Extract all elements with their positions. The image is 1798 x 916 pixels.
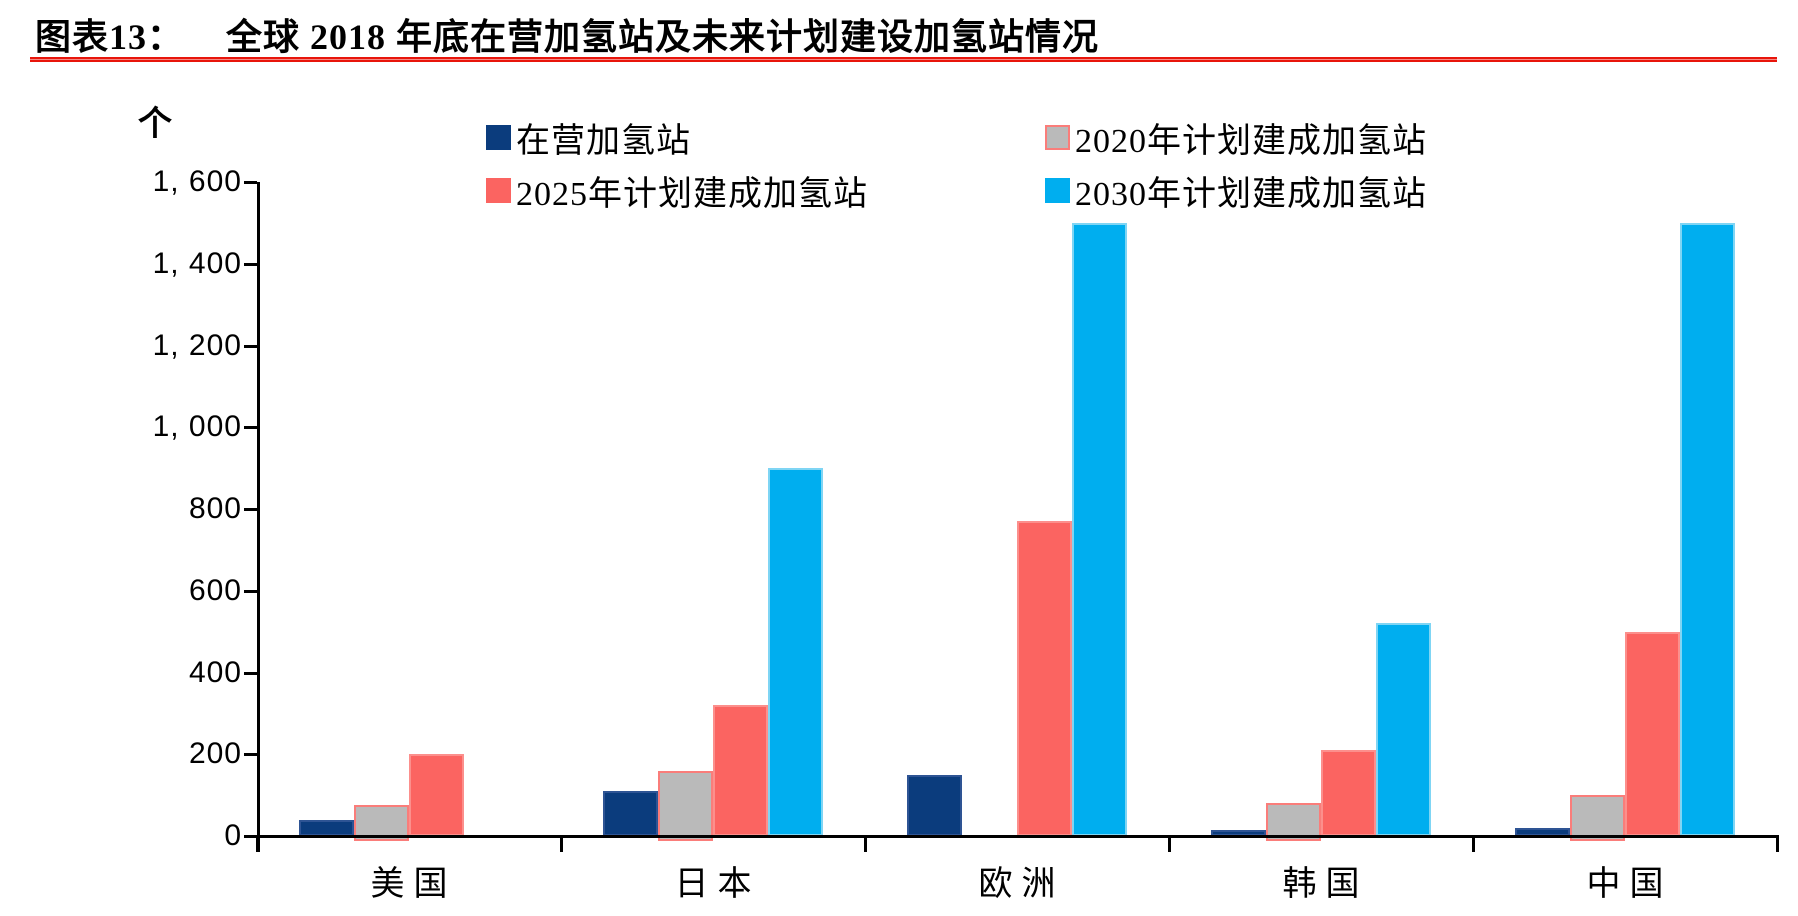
x-category-label: 韩国 [1282, 866, 1369, 903]
bar-美国-2025年计划建成加氢站 [409, 754, 464, 836]
legend-item: 2030年计划建成加氢站 [1045, 166, 1427, 215]
bar-日本-2025年计划建成加氢站 [713, 705, 768, 836]
y-axis-tick [244, 181, 257, 184]
x-category-label: 欧洲 [978, 866, 1065, 903]
y-axis-tick-label: 800 [188, 492, 242, 525]
legend-label: 2030年计划建成加氢站 [1075, 176, 1427, 213]
y-axis-tick [244, 835, 257, 838]
legend-marker-swatch [486, 178, 511, 203]
x-axis-tick [256, 836, 259, 852]
legend-label: 2020年计划建成加氢站 [1075, 123, 1427, 160]
bar-欧洲-在营加氢站 [907, 775, 962, 836]
bar-中国-2025年计划建成加氢站 [1625, 632, 1680, 836]
y-axis-tick-label: 1, 200 [152, 329, 242, 362]
legend-item: 2025年计划建成加氢站 [486, 166, 868, 215]
chart-title: 图表13： 全球 2018 年底在营加氢站及未来计划建设加氢站情况 [35, 8, 1775, 60]
bar-美国-在营加氢站 [299, 820, 354, 836]
y-axis-unit-label: 个 [138, 106, 172, 143]
bar-欧洲-2030年计划建成加氢站 [1072, 223, 1127, 836]
x-axis-tick [1472, 836, 1475, 852]
y-axis-tick-label: 1, 000 [152, 410, 242, 443]
x-category-label: 中国 [1586, 866, 1673, 903]
bar-中国-2030年计划建成加氢站 [1680, 223, 1735, 836]
y-axis-tick-label: 1, 400 [152, 247, 242, 280]
bar-日本-2020年计划建成加氢站 [658, 771, 713, 841]
bar-韩国-2020年计划建成加氢站 [1266, 803, 1321, 841]
bar-韩国-2025年计划建成加氢站 [1321, 750, 1376, 836]
y-axis-tick [244, 590, 257, 593]
legend-marker-swatch [1045, 125, 1070, 150]
bar-中国-2020年计划建成加氢站 [1570, 795, 1625, 841]
legend-item: 2020年计划建成加氢站 [1045, 113, 1427, 162]
chart-number-label: 图表13： [35, 17, 185, 57]
y-axis-tick-label: 400 [188, 656, 242, 689]
y-axis-tick [244, 753, 257, 756]
y-axis-line [257, 182, 260, 852]
y-axis-tick [244, 508, 257, 511]
title-underline-rule [30, 57, 1777, 62]
y-axis-tick [244, 263, 257, 266]
y-axis-tick [244, 672, 257, 675]
x-category-label: 日本 [674, 866, 761, 903]
y-axis-tick-label: 1, 600 [152, 165, 242, 198]
x-category-label: 美国 [370, 866, 457, 903]
x-axis-tick [864, 836, 867, 852]
legend-label: 2025年计划建成加氢站 [516, 176, 868, 213]
x-axis-tick [560, 836, 563, 852]
y-axis-tick-label: 600 [188, 574, 242, 607]
x-axis-tick [1776, 836, 1779, 852]
chart-title-text: 全球 2018 年底在营加氢站及未来计划建设加氢站情况 [226, 17, 1100, 57]
y-axis-tick-label: 200 [188, 737, 242, 770]
y-axis-tick [244, 345, 257, 348]
bar-欧洲-2025年计划建成加氢站 [1017, 521, 1072, 836]
legend-marker-swatch [1045, 178, 1070, 203]
y-axis-tick-label: 0 [224, 819, 242, 852]
legend-item: 在营加氢站 [486, 113, 691, 162]
y-axis-tick [244, 426, 257, 429]
legend-marker-swatch [486, 125, 511, 150]
bar-韩国-2030年计划建成加氢站 [1376, 623, 1431, 836]
x-axis-tick [1168, 836, 1171, 852]
legend-label: 在营加氢站 [516, 123, 691, 160]
x-axis-line [257, 835, 1779, 838]
bar-日本-在营加氢站 [603, 791, 658, 836]
bar-日本-2030年计划建成加氢站 [768, 468, 823, 836]
